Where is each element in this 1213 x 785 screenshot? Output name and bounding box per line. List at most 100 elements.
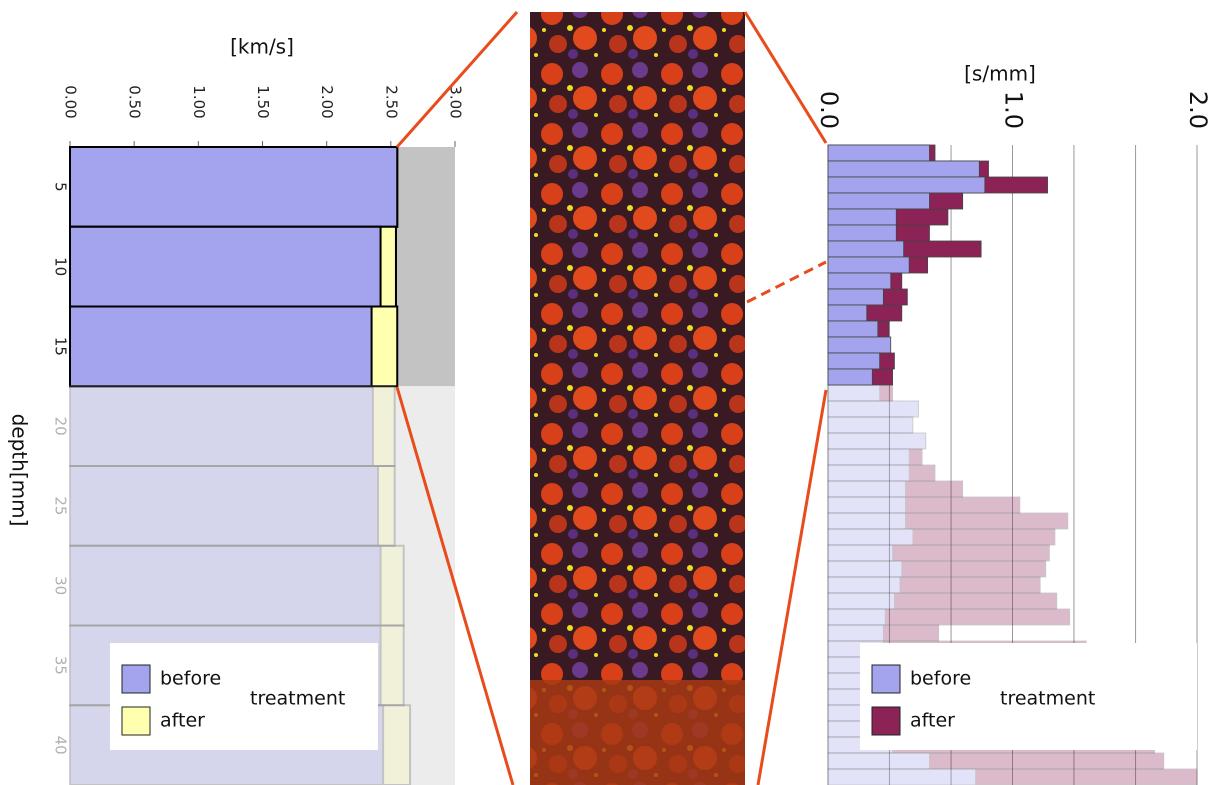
y-tick-label: 20 [52, 417, 70, 436]
bar-group [70, 307, 397, 387]
bar-group [828, 401, 918, 417]
bar-group [828, 433, 926, 449]
bar-group [828, 193, 963, 209]
bar-group [828, 417, 913, 433]
bar-group [828, 769, 1197, 785]
bar-before [828, 209, 896, 225]
bar-group [828, 225, 929, 241]
legend-title: treatment [1000, 688, 1095, 710]
bar-group [828, 289, 907, 305]
bar-before [828, 177, 985, 193]
bar-before [828, 529, 913, 545]
bar-before [828, 769, 976, 785]
bar-before [828, 257, 909, 273]
bar-group [828, 577, 1040, 593]
bar-before [828, 497, 905, 513]
x-tick-label: 1.00 [190, 85, 208, 118]
bar-before [828, 225, 896, 241]
y-tick-label: 40 [52, 736, 70, 755]
bar-group [828, 145, 935, 161]
bar-before [70, 386, 373, 466]
bar-group [828, 177, 1048, 193]
bar-group [828, 321, 889, 337]
bar-before [70, 466, 378, 546]
y-tick-label: 15 [52, 337, 70, 356]
bar-before [828, 145, 929, 161]
bar-before [828, 289, 883, 305]
x-tick-label: 2.50 [382, 85, 400, 118]
bar-before [828, 417, 913, 433]
bar-group [828, 465, 935, 481]
bar-before [828, 321, 878, 337]
x-tick-label: 1.0 [1000, 91, 1028, 129]
legend-swatch [122, 665, 150, 693]
bar-group [828, 625, 939, 641]
bar-group [828, 241, 981, 257]
bar-before [70, 307, 372, 387]
bar-group [828, 545, 1049, 561]
bar-group [828, 369, 893, 385]
bar-before [828, 353, 880, 369]
y-tick-label: 5 [52, 182, 70, 192]
bar-before [828, 305, 867, 321]
legend-title: treatment [250, 688, 345, 710]
bar-group [70, 546, 404, 626]
legend-label: before [910, 668, 971, 690]
axis-title: [s/mm] [964, 62, 1036, 86]
axis-title: [km/s] [230, 35, 294, 59]
legend-label: after [910, 710, 955, 732]
bar-before [828, 577, 900, 593]
bar-group [828, 529, 1055, 545]
legend-label: before [160, 668, 221, 690]
bar-group [70, 386, 395, 466]
bar-before [828, 241, 904, 257]
bar-before [70, 147, 397, 227]
bar-group [828, 609, 1070, 625]
bar-before [828, 513, 905, 529]
bar-before [828, 385, 880, 401]
bar-before [828, 625, 883, 641]
x-tick-label: 2.0 [1184, 91, 1212, 129]
bar-group [828, 513, 1068, 529]
bar-group [828, 497, 1020, 513]
bar-before [828, 161, 979, 177]
bar-group [828, 305, 902, 321]
bar-before [828, 609, 885, 625]
axis-label: depth[mm] [8, 414, 32, 527]
bar-group [828, 753, 1164, 769]
bar-before [828, 465, 909, 481]
bar-before [828, 449, 909, 465]
bar-group [828, 593, 1057, 609]
right-chart: [s/mm] 0.0 1.0 2.0 before after treatment [815, 62, 1212, 785]
y-tick-label: 25 [52, 496, 70, 515]
bar-before [828, 545, 893, 561]
bar-before [828, 561, 902, 577]
bar-group [828, 561, 1046, 577]
bar-group [70, 227, 396, 307]
micrograph [530, 12, 745, 785]
x-tick-label: 0.0 [815, 91, 843, 129]
bar-group [828, 337, 891, 353]
bar-before [828, 273, 891, 289]
bar-before [70, 227, 381, 307]
bar-group [828, 449, 922, 465]
bar-before [828, 369, 872, 385]
bar-group [828, 481, 963, 497]
bar-before [828, 753, 929, 769]
x-tick-label: 0.50 [126, 85, 144, 118]
bar-before [828, 481, 905, 497]
bar-before [828, 433, 926, 449]
x-tick-label: 1.50 [254, 85, 272, 118]
bar-group [70, 466, 395, 546]
figure: [km/s]0.000.501.001.502.002.503.00depth[… [0, 0, 1213, 785]
micrograph-base [530, 680, 745, 785]
bar-before [828, 337, 891, 353]
legend-label: after [160, 710, 205, 732]
bar-group [828, 353, 894, 369]
legend-swatch [872, 665, 900, 693]
bar-before [828, 593, 894, 609]
bar-before [70, 546, 381, 626]
y-tick-label: 10 [52, 257, 70, 276]
legend-swatch [122, 707, 150, 735]
